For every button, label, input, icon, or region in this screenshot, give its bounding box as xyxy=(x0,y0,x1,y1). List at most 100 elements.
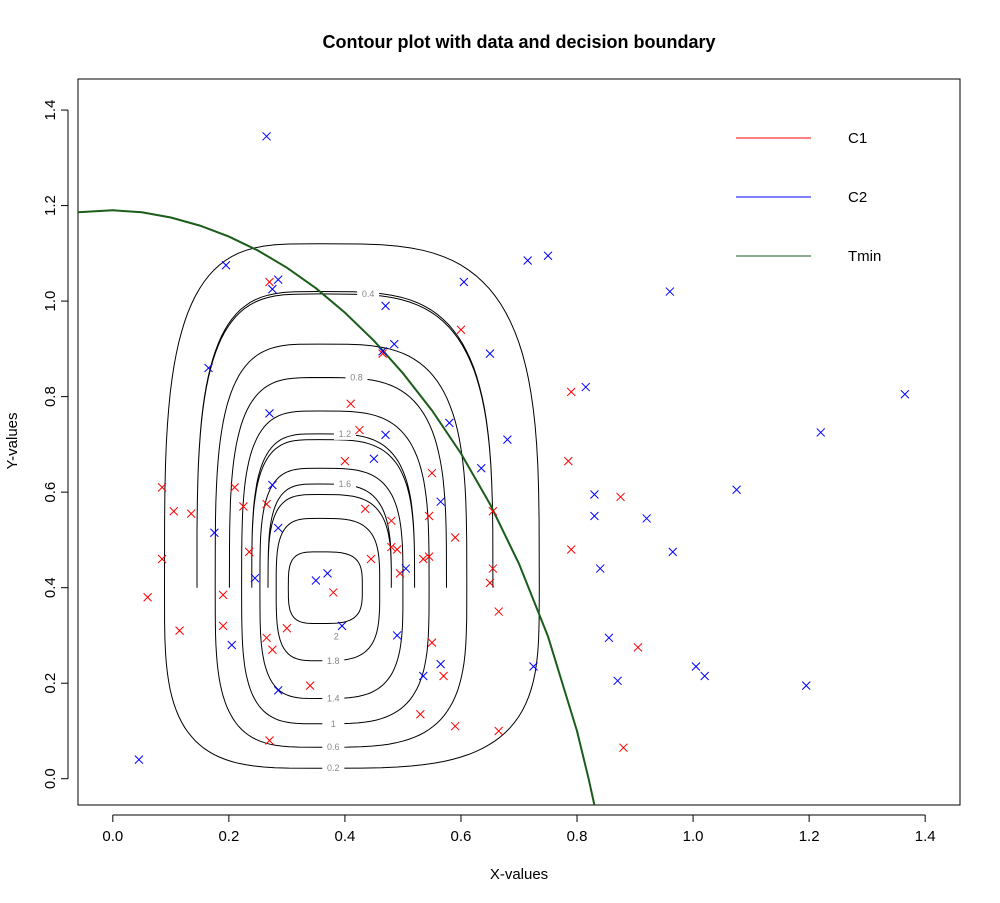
data-point-c1 xyxy=(244,547,254,557)
legend-label: Tmin xyxy=(848,248,881,265)
data-point-c2 xyxy=(401,564,411,573)
data-point-c1 xyxy=(418,554,428,564)
data-point-c1 xyxy=(488,506,498,516)
contour-line xyxy=(214,343,468,748)
x-tick-label: 0.4 xyxy=(334,828,355,845)
data-point-c1 xyxy=(439,671,448,681)
contour-label-bg xyxy=(322,717,345,730)
contour-line xyxy=(259,467,404,700)
contour-line xyxy=(287,551,363,624)
data-point-c1 xyxy=(616,492,625,502)
data-point-c1 xyxy=(143,592,152,602)
x-tick-label: 1.0 xyxy=(683,828,704,845)
contour-line xyxy=(241,410,430,725)
data-point-c1 xyxy=(566,387,576,397)
data-point-c2 xyxy=(668,547,678,557)
data-point-c1 xyxy=(619,743,628,753)
data-point-c2 xyxy=(273,686,283,695)
data-point-c1 xyxy=(340,456,350,466)
data-point-c2 xyxy=(262,131,271,141)
data-point-c2 xyxy=(436,659,446,669)
contour-line xyxy=(267,483,392,588)
data-point-c1 xyxy=(218,621,228,631)
data-point-c2 xyxy=(392,631,402,640)
contour-label-bg xyxy=(357,287,380,300)
data-point-c2 xyxy=(323,568,332,578)
data-point-c2 xyxy=(604,633,614,643)
data-point-c2 xyxy=(503,435,512,444)
data-point-c1 xyxy=(386,542,396,552)
data-point-c2 xyxy=(476,463,486,473)
data-point-c1 xyxy=(186,509,196,518)
contour-label: 2 xyxy=(334,631,339,641)
data-point-c2 xyxy=(265,408,274,418)
contour-line xyxy=(275,517,381,662)
y-tick-label: 0.0 xyxy=(42,768,59,789)
data-point-c2 xyxy=(311,576,321,585)
x-tick-label: 0.8 xyxy=(567,828,588,845)
data-point-c1 xyxy=(262,633,271,643)
chart-title: Contour plot with data and decision boun… xyxy=(323,32,716,52)
data-point-c2 xyxy=(700,671,710,681)
data-point-c1 xyxy=(494,607,504,616)
contour-line xyxy=(196,290,494,588)
data-point-c1 xyxy=(218,590,228,600)
legend: C1 C2 Tmin xyxy=(736,130,881,265)
data-point-c2 xyxy=(691,662,701,671)
data-point-c2 xyxy=(381,430,390,440)
data-point-c1 xyxy=(563,456,573,466)
x-tick-label: 0.0 xyxy=(102,828,123,845)
y-axis-label: Y-values xyxy=(4,413,21,470)
contour-label: 1.2 xyxy=(339,429,352,439)
data-point-c2 xyxy=(250,573,260,583)
data-point-c2 xyxy=(268,284,277,294)
data-point-c2 xyxy=(613,676,622,686)
contour-label: 0.2 xyxy=(327,763,340,773)
data-point-c1 xyxy=(305,681,315,690)
data-point-c2 xyxy=(732,485,741,495)
x-axis-label: X-values xyxy=(490,866,548,883)
data-point-c2 xyxy=(273,523,283,533)
contour-label: 0.8 xyxy=(350,373,363,383)
x-tick-label: 1.2 xyxy=(799,828,820,845)
data-point-c1 xyxy=(424,552,434,561)
y-tick-label: 1.2 xyxy=(42,195,59,216)
data-point-c2 xyxy=(581,382,591,392)
data-point-c1 xyxy=(265,736,274,745)
data-point-c2 xyxy=(595,564,605,573)
data-point-c2 xyxy=(418,671,428,681)
data-point-c2 xyxy=(445,418,454,428)
contour-line xyxy=(251,433,416,588)
data-point-c1 xyxy=(488,564,498,573)
data-point-c1 xyxy=(395,568,405,578)
data-point-c1 xyxy=(386,516,396,526)
data-point-c1 xyxy=(360,504,370,514)
x-tick-label: 0.2 xyxy=(218,828,239,845)
data-point-c1 xyxy=(427,468,437,478)
data-point-c2 xyxy=(268,480,277,490)
contour-line xyxy=(228,376,447,588)
data-point-c1 xyxy=(427,638,437,647)
contour-label-bg xyxy=(322,741,345,754)
data-point-c1 xyxy=(328,588,338,597)
decision-boundary xyxy=(77,209,596,806)
data-point-c2 xyxy=(900,389,910,399)
data-point-c2 xyxy=(665,287,675,296)
data-point-c2 xyxy=(523,256,533,265)
data-point-c1 xyxy=(265,277,274,287)
y-tick-label: 0.6 xyxy=(42,482,59,503)
data-point-c2 xyxy=(590,490,599,499)
contour-label: 0.4 xyxy=(362,289,375,299)
data-point-c2 xyxy=(389,339,399,349)
data-point-c1 xyxy=(378,349,387,358)
data-point-c1 xyxy=(282,623,292,633)
data-point-c1 xyxy=(230,483,240,492)
data-point-c2 xyxy=(529,662,538,671)
contour-label-bg xyxy=(333,478,356,491)
data-point-c1 xyxy=(239,502,248,511)
plot-frame xyxy=(77,78,961,806)
data-point-c1 xyxy=(494,726,504,736)
data-point-c1 xyxy=(456,325,466,335)
data-point-c1 xyxy=(366,554,376,564)
